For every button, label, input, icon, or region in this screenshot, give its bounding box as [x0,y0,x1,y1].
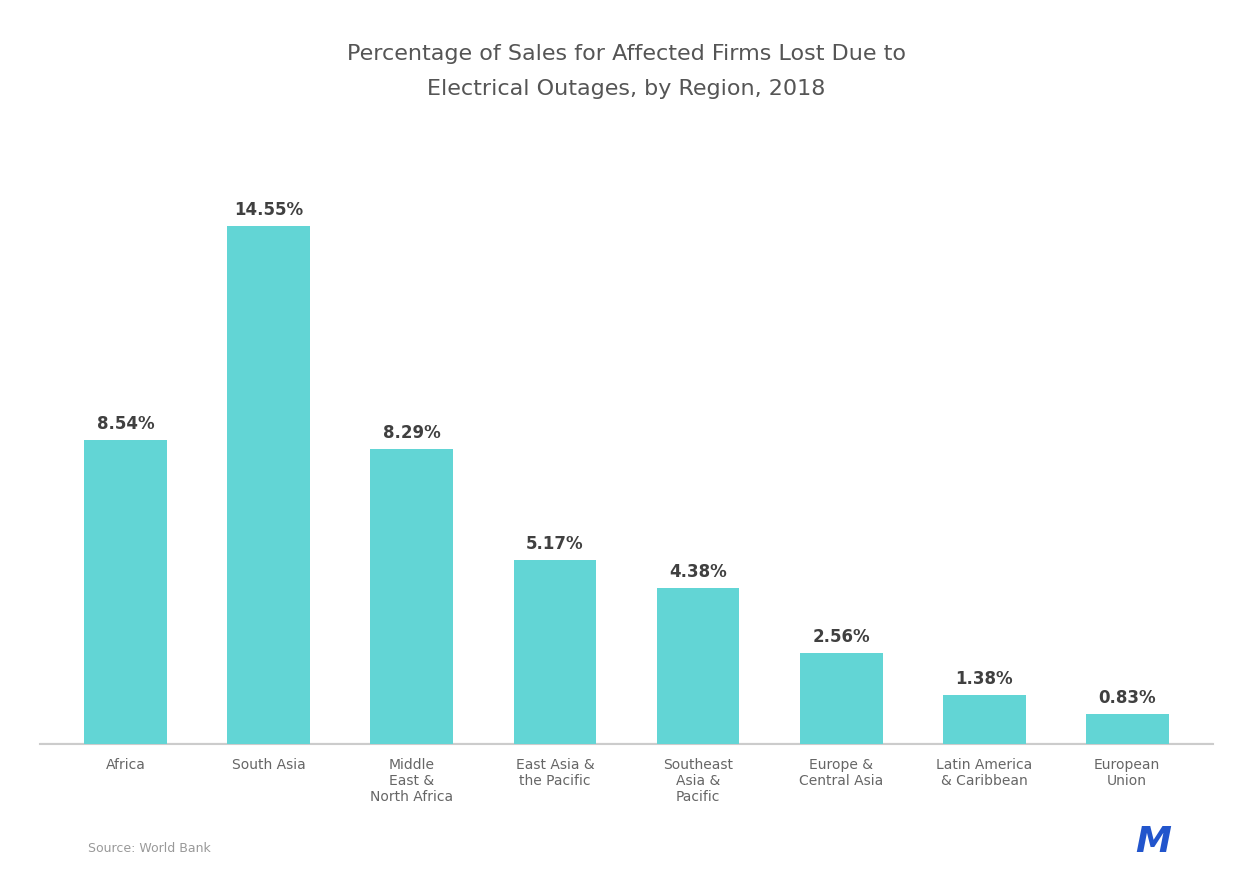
Text: 8.54%: 8.54% [96,415,154,433]
Text: 4.38%: 4.38% [669,563,727,581]
Text: 2.56%: 2.56% [812,628,870,646]
Bar [514,560,596,744]
Bar [657,588,739,744]
Text: 8.29%: 8.29% [383,424,441,441]
Text: 5.17%: 5.17% [526,535,584,552]
Bar [228,226,311,744]
Text: 14.55%: 14.55% [234,201,303,218]
Text: M: M [1135,825,1170,859]
Bar [84,440,168,744]
Bar [1085,714,1169,744]
Text: 1.38%: 1.38% [955,670,1012,688]
Text: 0.83%: 0.83% [1099,689,1157,707]
Text: Electrical Outages, by Region, 2018: Electrical Outages, by Region, 2018 [427,79,826,100]
Text: Source: World Bank: Source: World Bank [88,841,211,855]
Bar [371,448,454,744]
Text: Percentage of Sales for Affected Firms Lost Due to: Percentage of Sales for Affected Firms L… [347,44,906,64]
Bar [942,695,1025,744]
Bar [799,653,882,744]
